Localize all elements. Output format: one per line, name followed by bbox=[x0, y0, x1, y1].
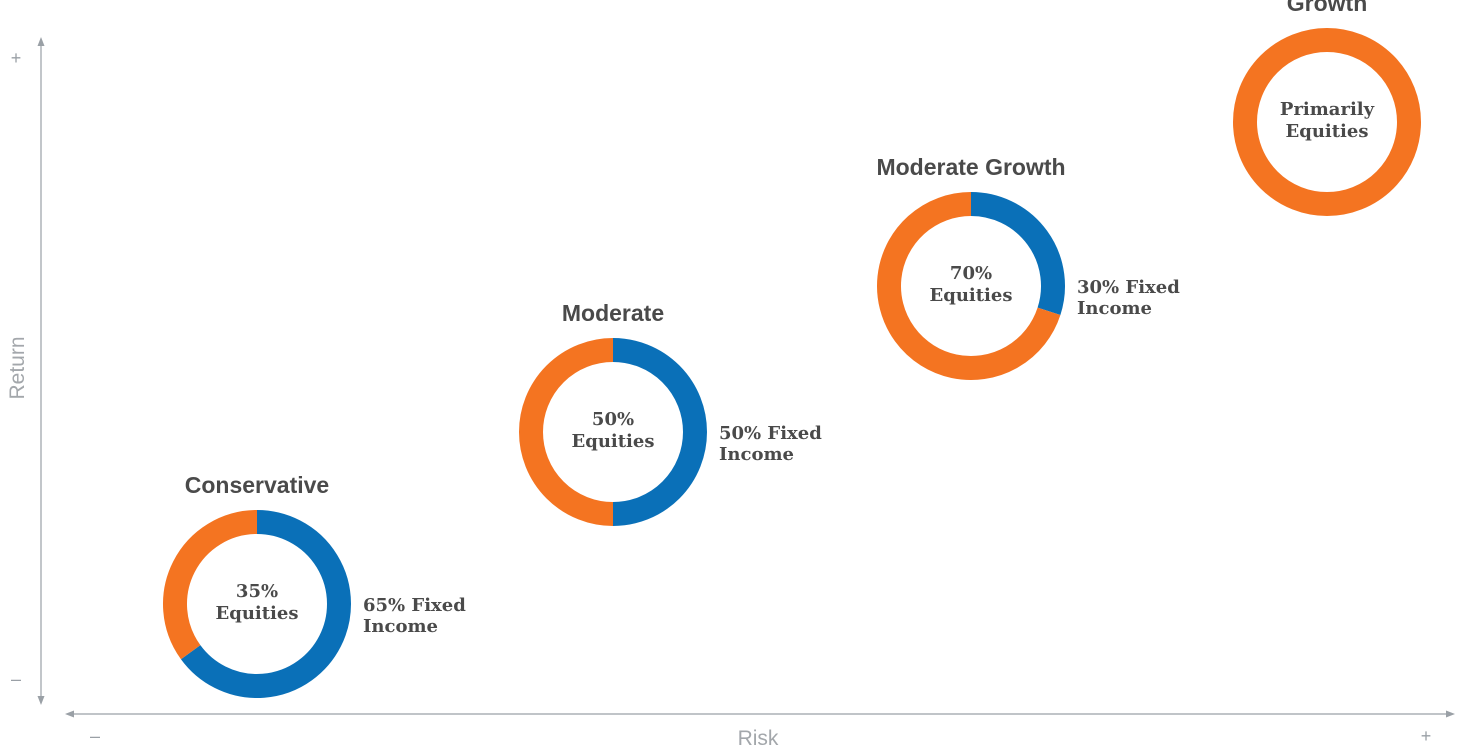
side-label-line: Income bbox=[719, 444, 794, 465]
x-axis-arrow-left bbox=[65, 710, 74, 718]
x-axis-max-sign: + bbox=[1421, 726, 1432, 746]
slice-fixed-income bbox=[970, 192, 1065, 316]
center-label-line: Equities bbox=[930, 285, 1013, 306]
side-label-line: 30% Fixed bbox=[1077, 277, 1180, 298]
center-label-line: 35% bbox=[236, 581, 278, 602]
center-label-line: Equities bbox=[1286, 121, 1369, 142]
slice-equities bbox=[163, 510, 258, 660]
slice-equities bbox=[877, 192, 1061, 380]
portfolio-title: Moderate Growth bbox=[876, 154, 1065, 180]
y-axis-arrow-bottom bbox=[37, 696, 45, 705]
center-label-line: Equities bbox=[216, 603, 299, 624]
x-axis-min-sign: – bbox=[90, 726, 100, 746]
x-axis: – + Risk bbox=[65, 710, 1455, 750]
x-axis-arrow-right bbox=[1446, 710, 1455, 718]
side-label-line: Income bbox=[363, 616, 438, 637]
portfolio-title: Conservative bbox=[185, 472, 329, 498]
center-label-line: Equities bbox=[572, 431, 655, 452]
x-axis-label: Risk bbox=[738, 727, 779, 750]
center-label-line: 70% bbox=[950, 263, 992, 284]
y-axis: + – Return bbox=[6, 37, 45, 705]
donut-moderate-growth: Moderate Growth 70%Equities 30% FixedIncom… bbox=[876, 154, 1180, 380]
slice-equities bbox=[1233, 28, 1421, 216]
portfolio-title: Moderate bbox=[562, 300, 664, 326]
y-axis-min-sign: – bbox=[11, 669, 21, 689]
y-axis-arrow-top bbox=[37, 37, 45, 46]
center-label-line: Primarily bbox=[1280, 99, 1375, 120]
side-label-line: Income bbox=[1077, 298, 1152, 319]
side-label-line: 65% Fixed bbox=[363, 595, 466, 616]
slice-fixed-income bbox=[612, 338, 707, 526]
y-axis-label: Return bbox=[6, 336, 29, 399]
portfolio-title: Growth bbox=[1287, 0, 1368, 16]
center-label-line: 50% bbox=[592, 409, 634, 430]
y-axis-max-sign: + bbox=[11, 48, 22, 68]
side-label-line: 50% Fixed bbox=[719, 423, 822, 444]
slice-fixed-income bbox=[180, 510, 351, 698]
slice-equities bbox=[519, 338, 614, 526]
